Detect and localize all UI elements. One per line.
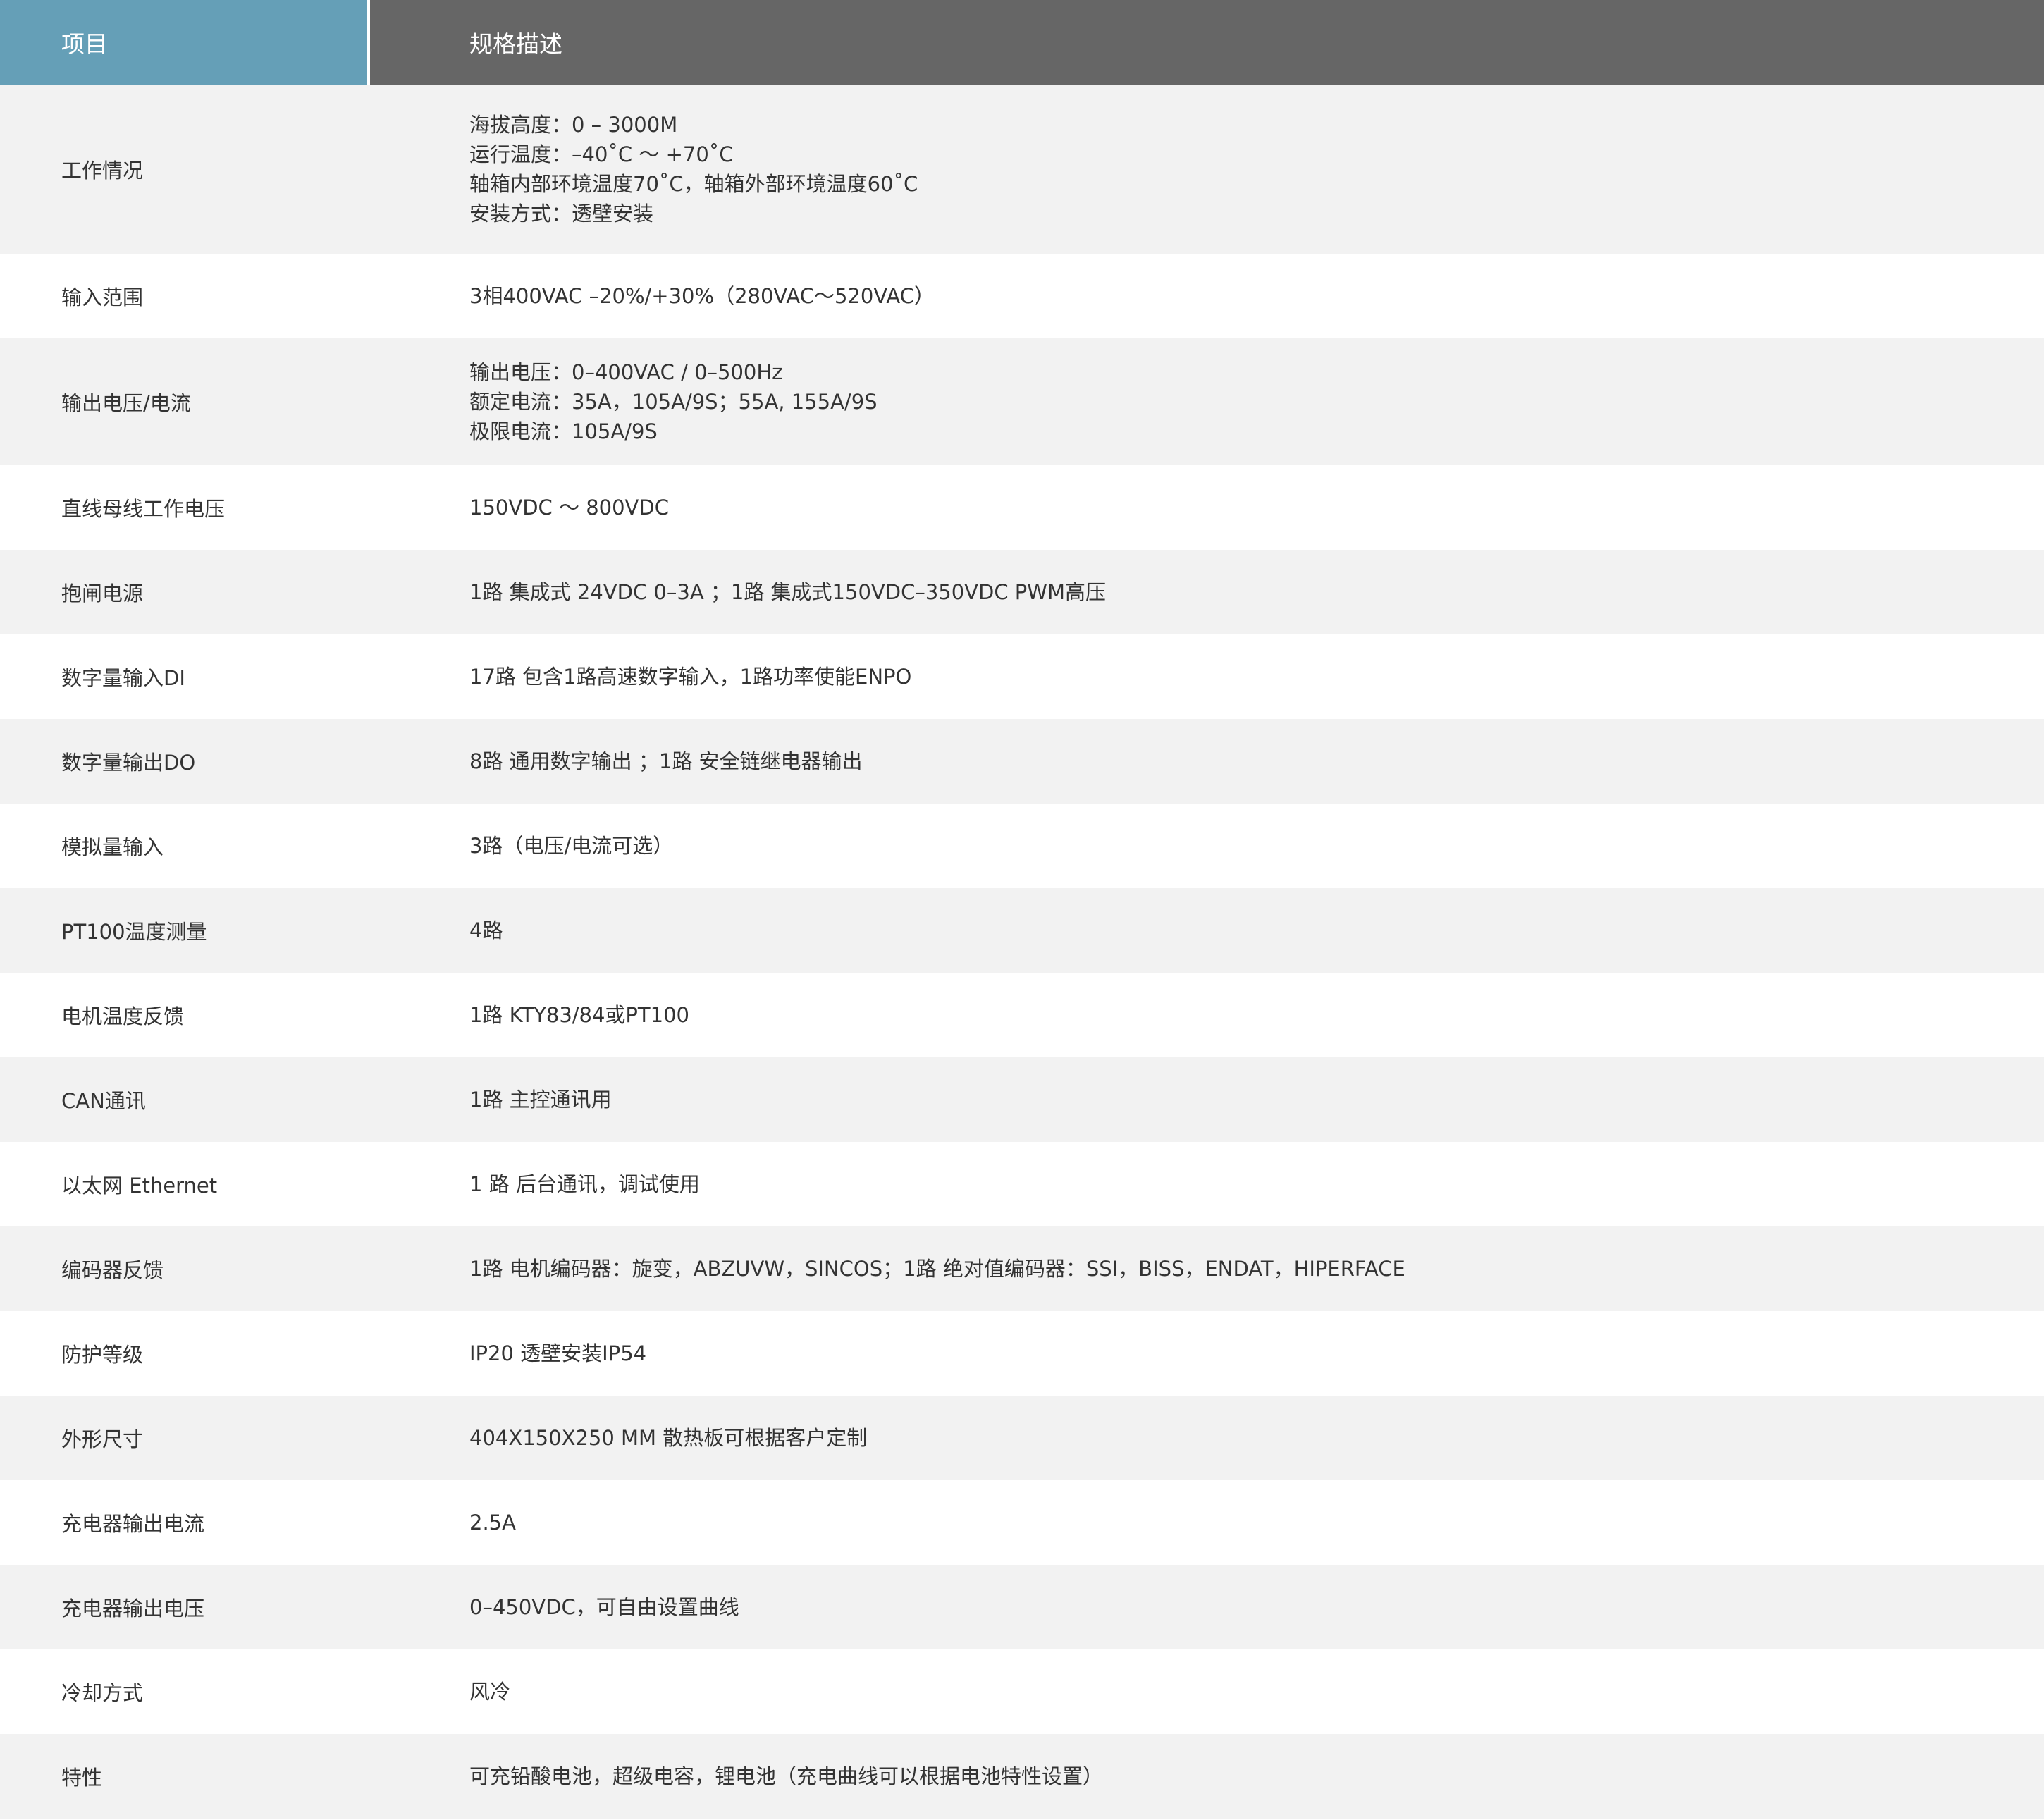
row-label: 模拟量输入 <box>61 835 164 859</box>
row-value: IP20 透壁安装IP54 <box>469 1339 2044 1368</box>
table-row: 输出电压/电流 输出电压：0–400VAC / 0–500Hz 额定电流：35A，1… <box>0 338 2044 465</box>
value-line: 4路 <box>469 918 503 942</box>
value-line: 安装方式：透壁安装 <box>469 202 654 226</box>
value-line: 3路（电压/电流可选） <box>469 834 674 858</box>
value-line: 可充铅酸电池，超级电容，锂电池（充电曲线可以根据电池特性设置） <box>469 1764 1104 1788</box>
header-spec: 规格描述 <box>370 0 2044 85</box>
header-item: 项目 <box>0 0 367 85</box>
row-label: 工作情况 <box>61 159 144 183</box>
value-line: 海拔高度：0 – 3000M <box>469 113 678 137</box>
table-row: 模拟量输入 3路（电压/电流可选） <box>0 804 2044 888</box>
row-value: 1 路 后台通讯，调试使用 <box>469 1169 2044 1199</box>
row-label: 防护等级 <box>61 1343 144 1367</box>
row-value: 1路 电机编码器：旋变，ABZUVW，SINCOS；1路 绝对值编码器：SSI，… <box>469 1254 2044 1284</box>
row-label: 冷却方式 <box>61 1681 144 1705</box>
row-value: 2.5A <box>469 1508 2044 1537</box>
row-value: 风冷 <box>469 1677 2044 1707</box>
value-line: 8路 通用数字输出 ；1路 安全链继电器输出 <box>469 749 863 773</box>
table-row: 外形尺寸 404X150X250 MM 散热板可根据客户定制 <box>0 1396 2044 1480</box>
value-line: 0–450VDC，可自由设置曲线 <box>469 1595 739 1619</box>
value-line: 1路 主控通讯用 <box>469 1088 612 1112</box>
row-value: 17路 包含1路高速数字输入，1路功率使能ENPO <box>469 662 2044 691</box>
value-line: 额定电流：35A，105A/9S；55A, 155A/9S <box>469 390 878 414</box>
table-row: CAN通讯 1路 主控通讯用 <box>0 1057 2044 1142</box>
table-row: 电机温度反馈 1路 KTY83/84或PT100 <box>0 973 2044 1057</box>
row-label: 编码器反馈 <box>61 1258 164 1282</box>
value-line: IP20 透壁安装IP54 <box>469 1341 647 1365</box>
value-line: 轴箱内部环境温度70˚C，轴箱外部环境温度60˚C <box>469 172 918 196</box>
row-label: 直线母线工作电压 <box>61 497 226 521</box>
row-value: 3相400VAC –20%/+30%（280VAC～520VAC） <box>469 281 2044 311</box>
row-label: 以太网 Ethernet <box>61 1174 218 1198</box>
table-row: 数字量输入DI 17路 包含1路高速数字输入，1路功率使能ENPO <box>0 634 2044 719</box>
row-label: 输出电压/电流 <box>61 391 191 415</box>
table-row: 抱闸电源 1路 集成式 24VDC 0–3A ；1路 集成式150VDC–350V… <box>0 550 2044 634</box>
header-divider <box>367 0 370 85</box>
row-label: 数字量输入DI <box>61 666 185 690</box>
table-row: 以太网 Ethernet 1 路 后台通讯，调试使用 <box>0 1142 2044 1226</box>
value-line: 2.5A <box>469 1511 516 1535</box>
row-label: 数字量输出DO <box>61 751 196 775</box>
table-row: 编码器反馈 1路 电机编码器：旋变，ABZUVW，SINCOS；1路 绝对值编码器… <box>0 1226 2044 1311</box>
row-label: 特性 <box>61 1766 103 1790</box>
row-label: 输入范围 <box>61 285 144 309</box>
spec-table-body: 工作情况 海拔高度：0 – 3000M 运行温度：–40˚C ～ +70˚C 轴箱内部… <box>0 85 2044 1819</box>
value-line: 17路 包含1路高速数字输入，1路功率使能ENPO <box>469 665 912 689</box>
row-label: 抱闸电源 <box>61 582 144 605</box>
row-label: 充电器输出电流 <box>61 1512 205 1536</box>
row-label: PT100温度测量 <box>61 920 207 944</box>
row-value: 3路（电压/电流可选） <box>469 831 2044 861</box>
row-value: 输出电压：0–400VAC / 0–500Hz 额定电流：35A，105A/9S；… <box>469 357 2044 446</box>
table-row: 冷却方式 风冷 <box>0 1649 2044 1734</box>
table-row: 充电器输出电压 0–450VDC，可自由设置曲线 <box>0 1565 2044 1649</box>
table-row: 工作情况 海拔高度：0 – 3000M 运行温度：–40˚C ～ +70˚C 轴箱内部… <box>0 85 2044 254</box>
value-line: 运行温度：–40˚C ～ +70˚C <box>469 142 734 166</box>
row-label: 外形尺寸 <box>61 1427 144 1451</box>
table-row: 数字量输出DO 8路 通用数字输出 ；1路 安全链继电器输出 <box>0 719 2044 804</box>
row-value: 404X150X250 MM 散热板可根据客户定制 <box>469 1423 2044 1453</box>
value-line: 1路 集成式 24VDC 0–3A ；1路 集成式150VDC–350VDC P… <box>469 580 1106 604</box>
row-value: 海拔高度：0 – 3000M 运行温度：–40˚C ～ +70˚C 轴箱内部环境温度… <box>469 110 2044 228</box>
table-row: 防护等级 IP20 透壁安装IP54 <box>0 1311 2044 1396</box>
table-row: PT100温度测量 4路 <box>0 888 2044 973</box>
table-row: 特性 可充铅酸电池，超级电容，锂电池（充电曲线可以根据电池特性设置） <box>0 1734 2044 1819</box>
value-line: 1路 电机编码器：旋变，ABZUVW，SINCOS；1路 绝对值编码器：SSI，… <box>469 1257 1405 1281</box>
value-line: 150VDC ～ 800VDC <box>469 496 669 519</box>
row-label: 充电器输出电压 <box>61 1597 205 1621</box>
table-row: 直线母线工作电压 150VDC ～ 800VDC <box>0 465 2044 550</box>
row-label: CAN通讯 <box>61 1089 146 1113</box>
value-line: 3相400VAC –20%/+30%（280VAC～520VAC） <box>469 284 935 308</box>
table-row: 充电器输出电流 2.5A <box>0 1480 2044 1565</box>
row-value: 1路 KTY83/84或PT100 <box>469 1000 2044 1030</box>
table-row: 输入范围 3相400VAC –20%/+30%（280VAC～520VAC） <box>0 254 2044 338</box>
row-value: 150VDC ～ 800VDC <box>469 493 2044 522</box>
table-header: 项目 规格描述 <box>0 0 2044 85</box>
row-label: 电机温度反馈 <box>61 1004 185 1028</box>
row-value: 4路 <box>469 916 2044 945</box>
value-line: 输出电压：0–400VAC / 0–500Hz <box>469 360 783 384</box>
row-value: 1路 集成式 24VDC 0–3A ；1路 集成式150VDC–350VDC P… <box>469 577 2044 607</box>
value-line: 极限电流：105A/9S <box>469 419 658 443</box>
value-line: 404X150X250 MM 散热板可根据客户定制 <box>469 1426 868 1450</box>
value-line: 1 路 后台通讯，调试使用 <box>469 1172 700 1196</box>
row-value: 1路 主控通讯用 <box>469 1085 2044 1114</box>
value-line: 风冷 <box>469 1680 511 1704</box>
value-line: 1路 KTY83/84或PT100 <box>469 1003 689 1027</box>
row-value: 8路 通用数字输出 ；1路 安全链继电器输出 <box>469 746 2044 776</box>
row-value: 可充铅酸电池，超级电容，锂电池（充电曲线可以根据电池特性设置） <box>469 1761 2044 1791</box>
row-value: 0–450VDC，可自由设置曲线 <box>469 1592 2044 1622</box>
